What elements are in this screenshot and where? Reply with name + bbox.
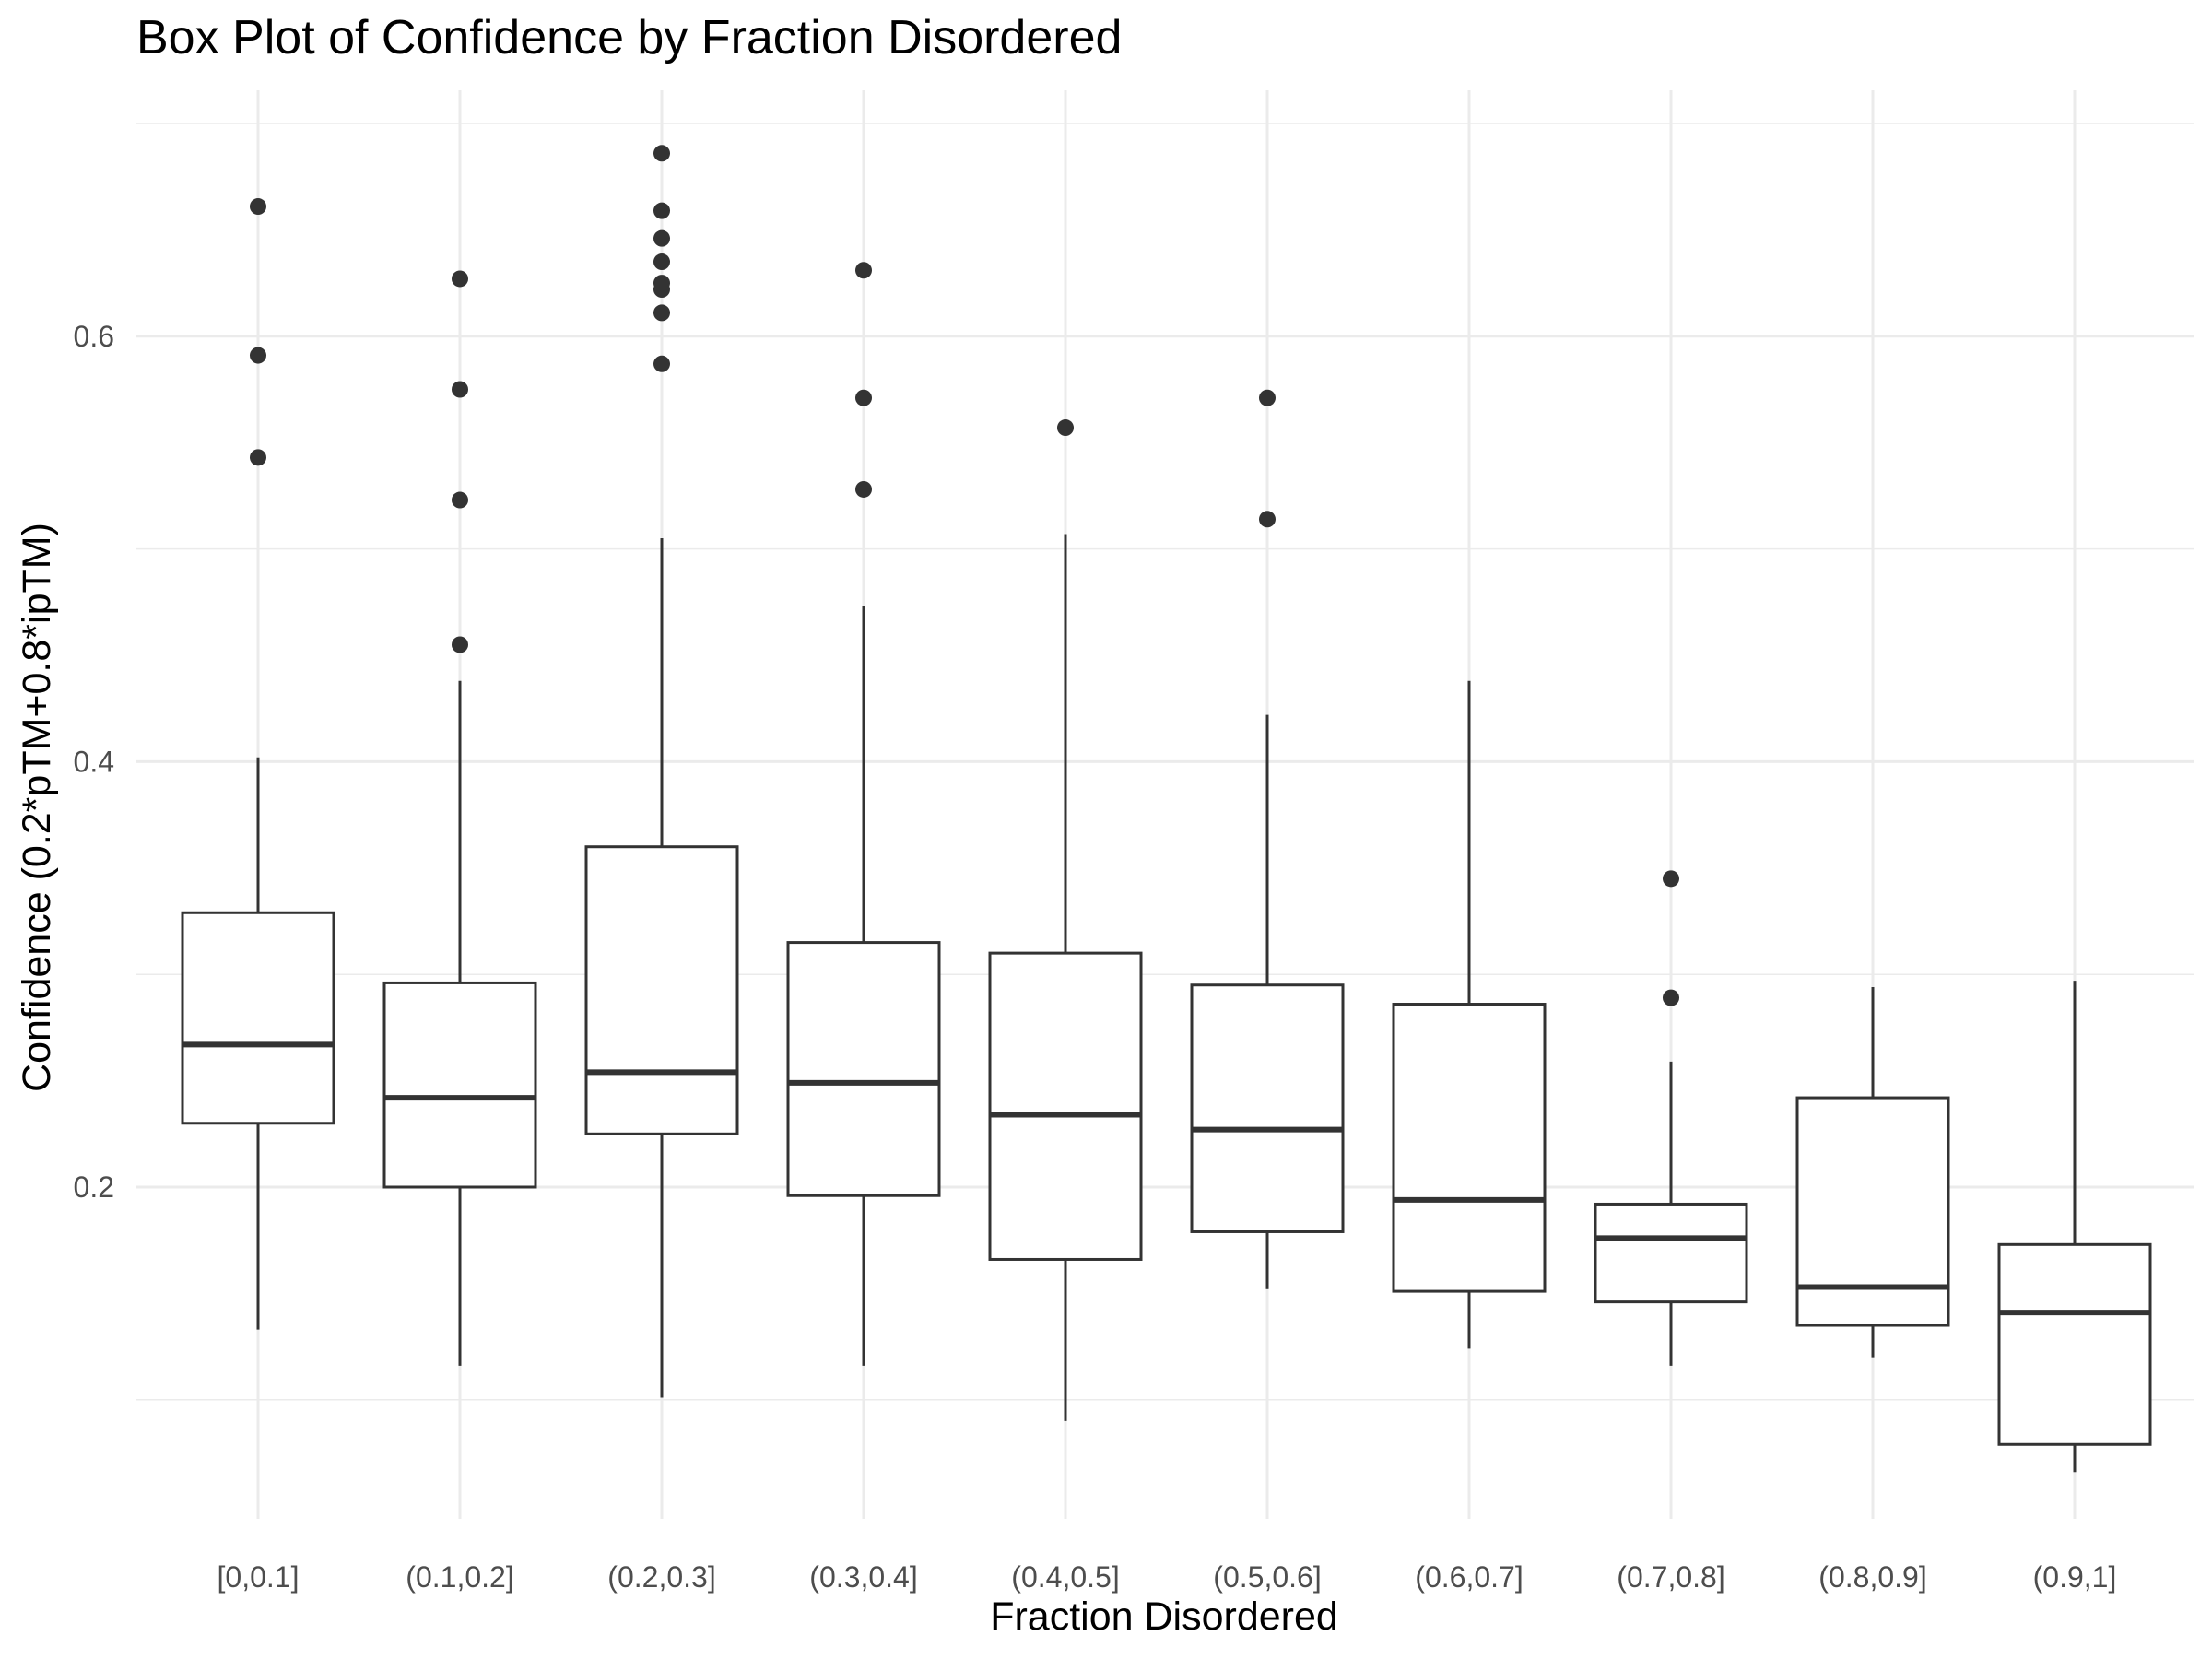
x-tick-label: (0.8,0.9] xyxy=(1818,1560,1926,1594)
outlier-point xyxy=(1663,989,1679,1006)
x-tick-label: (0.3,0.4] xyxy=(809,1560,917,1594)
box-group xyxy=(1594,870,1748,1366)
y-tick-label: 0.6 xyxy=(74,320,114,353)
box-iqr xyxy=(1392,1003,1547,1293)
outlier-point xyxy=(250,449,266,466)
outlier-point xyxy=(653,229,670,247)
x-tick-label: (0.5,0.6] xyxy=(1213,1560,1321,1594)
box-iqr xyxy=(1594,1202,1748,1304)
outlier-point xyxy=(653,355,670,372)
box-iqr xyxy=(1795,1096,1950,1327)
box-group xyxy=(988,419,1143,1421)
x-tick-label: (0.2,0.3] xyxy=(607,1560,715,1594)
outlier-point xyxy=(250,347,266,364)
outlier-point xyxy=(653,145,670,162)
outlier-point xyxy=(250,198,266,216)
outlier-point xyxy=(452,636,468,653)
box-group xyxy=(786,262,941,1366)
outlier-point xyxy=(452,381,468,398)
box-iqr xyxy=(181,911,335,1125)
outlier-point xyxy=(1259,389,1276,406)
box-iqr xyxy=(1190,983,1345,1233)
outlier-point xyxy=(1057,419,1074,437)
box-group xyxy=(1190,389,1345,1289)
outlier-point xyxy=(452,270,468,288)
box-iqr xyxy=(584,845,739,1135)
outlier-point xyxy=(452,491,468,509)
y-tick-label: 0.2 xyxy=(74,1171,114,1204)
box-group xyxy=(382,270,537,1366)
x-tick-label: (0.4,0.5] xyxy=(1011,1560,1119,1594)
outlier-point xyxy=(855,262,872,279)
box-group xyxy=(584,145,739,1398)
box-group xyxy=(1392,680,1547,1349)
outlier-point xyxy=(653,275,670,292)
x-axis-ticks: [0,0.1] (0.1,0.2] (0.2,0.3] (0.3,0.4] (0.4,0… xyxy=(218,1560,2117,1594)
y-axis-title: Confidence (0.2*pTM+0.8*ipTM) xyxy=(15,523,59,1092)
box-iqr xyxy=(988,951,1143,1261)
box-group xyxy=(181,198,335,1330)
box-iqr xyxy=(786,941,941,1197)
box-group xyxy=(1795,987,1950,1358)
x-tick-label: (0.9,1] xyxy=(2033,1560,2117,1594)
y-tick-label: 0.4 xyxy=(74,745,114,778)
box-iqr xyxy=(1997,1242,2152,1446)
box-iqr xyxy=(382,981,537,1189)
outlier-point xyxy=(855,389,872,406)
box-series xyxy=(181,145,2152,1473)
x-tick-label: (0.1,0.2] xyxy=(406,1560,513,1594)
outlier-point xyxy=(855,480,872,498)
x-axis-title: Fraction Disordered xyxy=(990,1594,1338,1639)
x-tick-label: [0,0.1] xyxy=(218,1560,300,1594)
y-axis-ticks: 0.2 0.4 0.6 xyxy=(74,320,114,1204)
outlier-point xyxy=(1259,511,1276,528)
outlier-point xyxy=(1663,870,1679,888)
outlier-point xyxy=(653,253,670,271)
box-group xyxy=(1997,981,2152,1473)
x-tick-label: (0.6,0.7] xyxy=(1415,1560,1523,1594)
chart-title: Box Plot of Confidence by Fraction Disor… xyxy=(136,11,1122,65)
x-tick-label: (0.7,0.8] xyxy=(1617,1560,1724,1594)
outlier-point xyxy=(653,202,670,219)
outlier-point xyxy=(653,304,670,322)
